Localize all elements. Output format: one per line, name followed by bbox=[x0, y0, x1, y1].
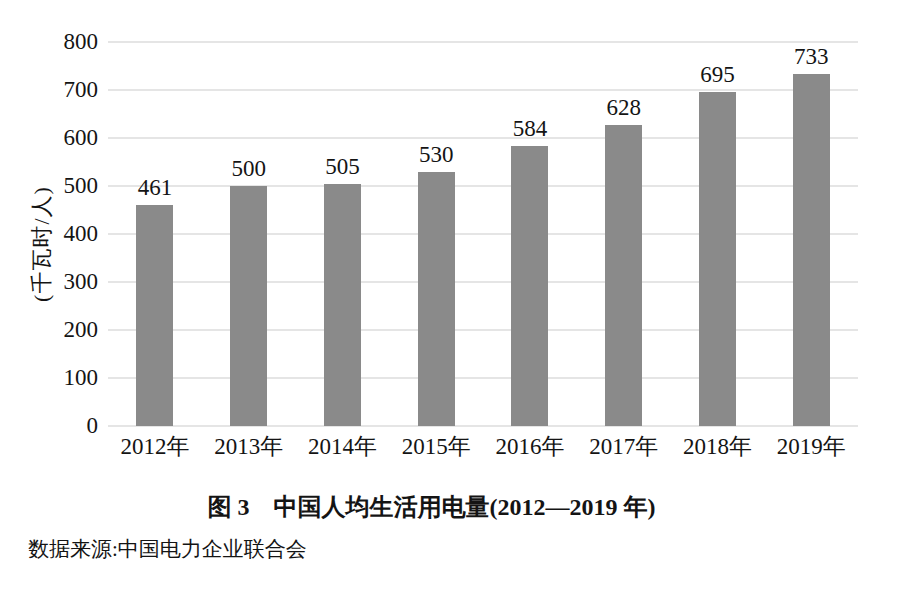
bar-2013年 bbox=[230, 186, 267, 426]
gridline bbox=[108, 137, 858, 139]
y-tick-label: 800 bbox=[20, 30, 98, 53]
gridline bbox=[108, 41, 858, 43]
y-tick-label: 400 bbox=[20, 222, 98, 245]
value-label: 733 bbox=[794, 45, 829, 68]
value-label: 530 bbox=[419, 143, 454, 166]
value-label: 500 bbox=[231, 157, 266, 180]
figure-caption: 图 3 中国人均生活用电量(2012—2019 年) bbox=[0, 492, 899, 522]
x-tick-label: 2015年 bbox=[402, 435, 471, 458]
figure-canvas: (千瓦时/人) 01002003004005006007008004612012… bbox=[0, 0, 899, 591]
gridline bbox=[108, 185, 858, 187]
plot-area: 01002003004005006007008004612012年5002013… bbox=[108, 42, 858, 426]
gridline bbox=[108, 89, 858, 91]
x-tick-label: 2012年 bbox=[120, 435, 189, 458]
gridline bbox=[108, 425, 858, 427]
bar-2016年 bbox=[511, 146, 548, 426]
x-tick-label: 2019年 bbox=[777, 435, 846, 458]
bar-2014年 bbox=[324, 184, 361, 426]
bar-2012年 bbox=[136, 205, 173, 426]
y-tick-label: 200 bbox=[20, 318, 98, 341]
gridline bbox=[108, 329, 858, 331]
bar-2018年 bbox=[699, 92, 736, 426]
gridline bbox=[108, 233, 858, 235]
x-tick-label: 2014年 bbox=[308, 435, 377, 458]
x-tick-label: 2018年 bbox=[683, 435, 752, 458]
value-label: 584 bbox=[513, 117, 548, 140]
bar-2019年 bbox=[793, 74, 830, 426]
value-label: 695 bbox=[700, 63, 735, 86]
gridline bbox=[108, 377, 858, 379]
y-tick-label: 600 bbox=[20, 126, 98, 149]
x-tick-label: 2017年 bbox=[589, 435, 658, 458]
gridline bbox=[108, 281, 858, 283]
value-label: 505 bbox=[325, 155, 360, 178]
bar-2015年 bbox=[418, 172, 455, 426]
y-tick-label: 300 bbox=[20, 270, 98, 293]
y-tick-label: 0 bbox=[20, 414, 98, 437]
x-tick-label: 2013年 bbox=[214, 435, 283, 458]
data-source: 数据来源:中国电力企业联合会 bbox=[28, 536, 307, 562]
value-label: 628 bbox=[606, 96, 641, 119]
y-tick-label: 100 bbox=[20, 366, 98, 389]
value-label: 461 bbox=[138, 176, 173, 199]
y-tick-label: 700 bbox=[20, 78, 98, 101]
bar-2017年 bbox=[605, 125, 642, 426]
y-tick-label: 500 bbox=[20, 174, 98, 197]
x-tick-label: 2016年 bbox=[495, 435, 564, 458]
